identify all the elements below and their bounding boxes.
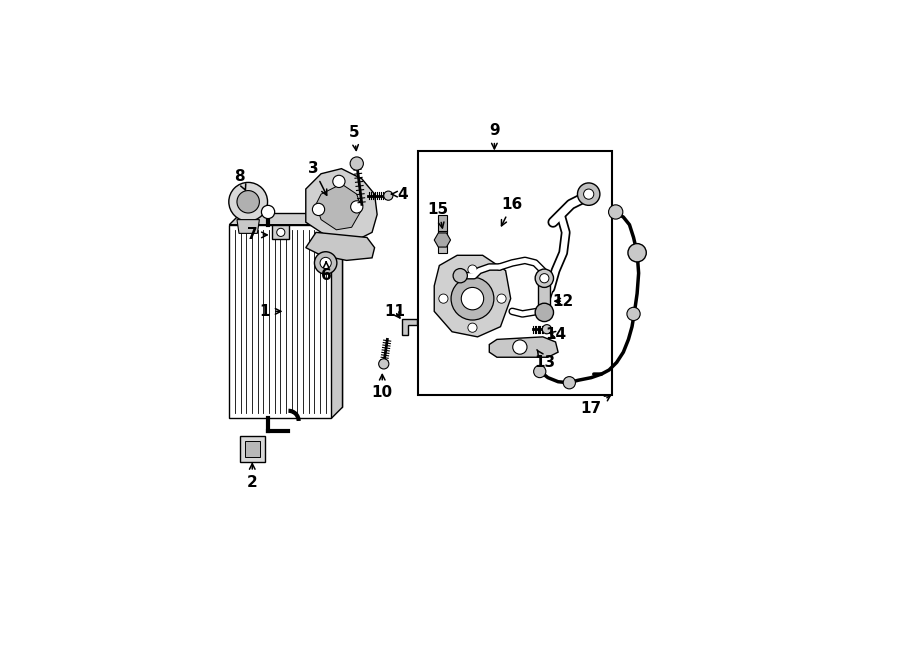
Text: 5: 5 [349, 126, 359, 150]
Circle shape [534, 365, 546, 377]
Circle shape [497, 294, 506, 303]
Text: 13: 13 [535, 350, 556, 370]
Circle shape [627, 307, 640, 320]
Polygon shape [306, 232, 374, 260]
Polygon shape [331, 214, 343, 418]
Bar [239, 436, 265, 462]
Circle shape [563, 377, 575, 389]
Text: 17: 17 [580, 395, 610, 416]
Text: 3: 3 [308, 161, 327, 195]
Circle shape [276, 228, 285, 236]
Polygon shape [401, 319, 417, 336]
Bar [437, 230, 447, 253]
Circle shape [540, 273, 549, 283]
Polygon shape [240, 214, 343, 407]
Text: 7: 7 [247, 228, 267, 242]
Polygon shape [316, 184, 362, 230]
Circle shape [351, 201, 363, 213]
Text: 14: 14 [545, 327, 566, 342]
Text: 12: 12 [553, 294, 574, 308]
Circle shape [261, 205, 274, 218]
Polygon shape [272, 225, 290, 240]
Text: 1: 1 [260, 304, 281, 319]
Circle shape [583, 189, 594, 199]
Polygon shape [434, 233, 451, 247]
Circle shape [350, 157, 364, 170]
Circle shape [628, 244, 646, 262]
Polygon shape [230, 214, 343, 224]
Text: 15: 15 [428, 202, 449, 228]
Polygon shape [490, 337, 558, 357]
Circle shape [379, 359, 389, 369]
Circle shape [513, 340, 527, 354]
Polygon shape [237, 220, 259, 234]
Circle shape [536, 269, 554, 287]
Circle shape [468, 265, 477, 274]
Circle shape [451, 277, 494, 320]
Circle shape [312, 203, 325, 216]
Text: 8: 8 [234, 169, 246, 190]
Text: 16: 16 [501, 197, 523, 226]
Circle shape [439, 294, 448, 303]
Circle shape [333, 175, 345, 187]
Bar [538, 278, 551, 311]
Text: 11: 11 [384, 304, 406, 319]
Polygon shape [434, 256, 510, 337]
Text: 10: 10 [372, 375, 392, 401]
Circle shape [536, 303, 554, 322]
Text: 9: 9 [489, 123, 500, 149]
Polygon shape [306, 169, 377, 242]
Circle shape [468, 323, 477, 332]
Circle shape [320, 258, 331, 269]
Circle shape [383, 191, 393, 200]
Bar [418, 151, 612, 395]
Circle shape [314, 252, 337, 274]
Circle shape [543, 324, 552, 334]
Circle shape [453, 269, 467, 283]
Circle shape [237, 191, 259, 213]
Bar [230, 224, 331, 418]
Bar [437, 214, 447, 231]
Circle shape [462, 287, 483, 310]
Circle shape [229, 183, 267, 221]
Text: 6: 6 [320, 262, 331, 283]
Circle shape [578, 183, 600, 205]
Text: 2: 2 [247, 463, 257, 490]
Circle shape [608, 205, 623, 219]
Text: 4: 4 [392, 187, 408, 202]
Bar [245, 442, 260, 457]
